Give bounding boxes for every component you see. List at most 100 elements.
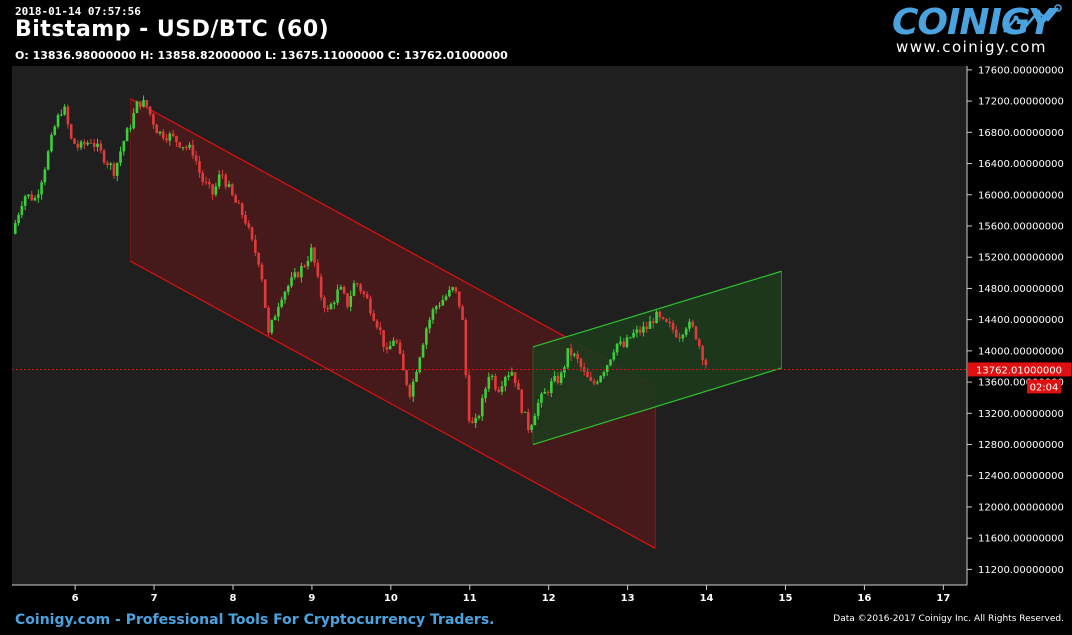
x-tick-label: 17: [936, 593, 950, 604]
candle-body: [527, 411, 530, 430]
candle-body: [198, 160, 201, 173]
candle-body: [178, 142, 182, 148]
candle-body: [135, 101, 139, 114]
candle-body: [576, 353, 579, 360]
candle-body: [451, 287, 454, 290]
candle-body: [402, 353, 405, 371]
x-tick-label: 16: [857, 593, 871, 604]
candle-body: [602, 372, 606, 377]
candle-body: [625, 337, 629, 347]
candle-body: [53, 126, 57, 135]
footer-copyright: Data ©2016-2017 Coinigy Inc. All Rights …: [833, 614, 1064, 624]
candle-body: [89, 142, 93, 144]
y-axis: 11200.00000000 11600.00000000 12000.000000…: [967, 65, 1064, 576]
candle-body: [674, 329, 678, 338]
candle-body: [431, 309, 435, 320]
y-tick-label: 15200.00000000: [978, 253, 1064, 264]
candle-body: [217, 174, 221, 187]
candle-body: [303, 266, 306, 268]
candle-body: [119, 151, 122, 163]
candle-body: [280, 299, 283, 307]
chart-title: Bitstamp - USD/BTC (60): [15, 17, 330, 42]
candle-body: [513, 372, 517, 384]
candle-body: [323, 297, 326, 308]
candle-body: [533, 415, 537, 426]
logo-wordmark: COINIGY: [892, 2, 1054, 43]
y-tick-label: 13200.00000000: [978, 409, 1064, 420]
candle-body: [336, 289, 339, 303]
candle-body: [145, 100, 149, 107]
candle-body: [520, 389, 524, 413]
x-axis: 6 7 8 9 10 11 12 13 14 15 16 17: [72, 585, 950, 604]
candle-body: [622, 341, 625, 347]
candle-body: [83, 141, 86, 145]
price-chart[interactable]: 11200.00000000 11600.00000000 12000.000000…: [0, 0, 1072, 605]
candle-body: [474, 417, 477, 423]
candle-body: [471, 421, 474, 423]
candle-body: [37, 194, 40, 198]
candle-body: [694, 326, 698, 340]
candle-body: [418, 357, 422, 372]
chart-header: 2018-01-14 07:57:56 Bitstamp - USD/BTC (…: [0, 0, 1072, 66]
candle-body: [17, 214, 20, 224]
candle-body: [523, 411, 527, 413]
candle-body: [392, 340, 395, 346]
countdown-badge: [1027, 379, 1061, 394]
y-tick-label: 17200.00000000: [978, 97, 1064, 108]
channel-lower-line-1: [532, 367, 782, 446]
candle-body: [487, 376, 491, 389]
candle-body: [342, 287, 346, 294]
candle-body: [270, 320, 274, 333]
candle-body: [92, 143, 96, 147]
coinigy-logo[interactable]: COINIGY www.coinigy.com: [884, 2, 1064, 60]
candle-body: [234, 195, 237, 203]
candle-body: [316, 262, 320, 277]
candle-body: [231, 184, 234, 196]
candle-body: [142, 100, 145, 107]
candle-body: [194, 155, 198, 161]
candle-body: [224, 175, 228, 187]
candle-body: [444, 296, 448, 300]
y-tick-label: 12400.00000000: [978, 471, 1064, 482]
candle-body: [332, 302, 336, 305]
candle-body: [290, 277, 293, 286]
candle-body: [122, 141, 126, 152]
candle-body: [428, 319, 431, 329]
candle-body: [181, 147, 185, 149]
x-tick-label: 6: [72, 593, 79, 604]
candle-body: [267, 307, 270, 333]
candle-body: [589, 377, 593, 381]
candle-body: [661, 317, 665, 319]
candle-body: [188, 144, 191, 148]
candle-body: [651, 321, 655, 324]
candle-body: [362, 291, 366, 294]
candle-body: [263, 279, 267, 308]
candle-body: [168, 133, 172, 141]
candle-body: [257, 252, 260, 265]
candle-body: [260, 264, 264, 280]
candle-body: [155, 124, 158, 134]
candle-body: [645, 326, 648, 329]
candle-body: [612, 352, 616, 360]
candle-body: [388, 345, 392, 350]
candle-body: [605, 365, 609, 373]
candle-body: [277, 306, 280, 317]
x-tick-label: 8: [230, 593, 237, 604]
candle-body: [109, 163, 112, 165]
candle-body: [309, 247, 313, 261]
candle-body: [240, 203, 244, 216]
candle-body: [658, 311, 662, 318]
candle-body: [148, 106, 152, 115]
candle-body: [46, 151, 50, 170]
candle-body: [73, 138, 76, 144]
candle-body: [490, 375, 494, 377]
x-tick-label: 10: [384, 593, 398, 604]
candle-body: [129, 128, 132, 130]
footer-tagline[interactable]: Coinigy.com - Professional Tools For Cry…: [15, 612, 495, 628]
candle-body: [33, 197, 37, 201]
candle-body: [559, 372, 563, 384]
candle-body: [668, 321, 672, 324]
candle-body: [563, 367, 566, 373]
candle-body: [665, 318, 668, 322]
candle-body: [609, 359, 612, 366]
